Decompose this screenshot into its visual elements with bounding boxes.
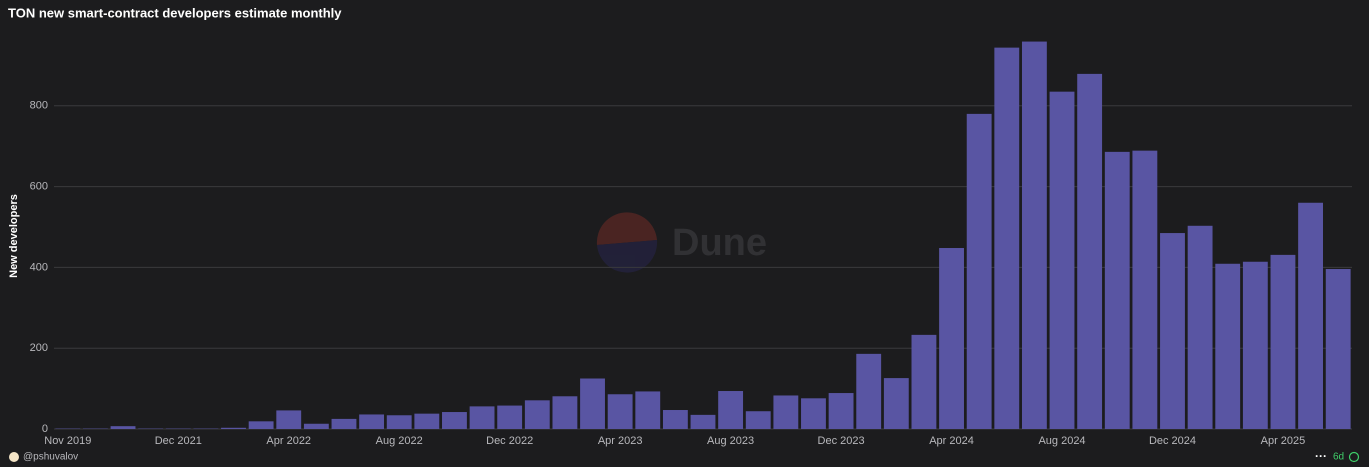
bar bbox=[1160, 233, 1185, 429]
chart-title: TON new smart-contract developers estima… bbox=[8, 5, 342, 20]
y-tick-label: 600 bbox=[30, 181, 48, 193]
bar bbox=[580, 378, 605, 429]
bar bbox=[745, 411, 771, 429]
bar bbox=[1187, 225, 1213, 429]
y-tick-label: 0 bbox=[42, 423, 48, 435]
watermark-text: Dune bbox=[672, 222, 767, 264]
x-tick-label: Dec 2024 bbox=[1149, 435, 1196, 447]
x-tick-label: Apr 2023 bbox=[598, 435, 643, 447]
bar bbox=[110, 426, 136, 429]
x-tick-label: Aug 2024 bbox=[1038, 435, 1085, 447]
x-tick-label: Dec 2021 bbox=[155, 435, 202, 447]
y-tick-label: 800 bbox=[30, 100, 48, 112]
bar bbox=[856, 353, 882, 429]
x-tick-label: Dec 2022 bbox=[486, 435, 533, 447]
x-tick-label: Apr 2024 bbox=[929, 435, 974, 447]
bar bbox=[773, 395, 799, 429]
bar bbox=[414, 413, 440, 429]
x-tick-label: Dec 2023 bbox=[818, 435, 865, 447]
bar bbox=[662, 410, 688, 429]
bar bbox=[607, 394, 633, 429]
bar bbox=[497, 405, 523, 429]
author-avatar bbox=[9, 452, 19, 462]
y-tick-label: 400 bbox=[30, 261, 48, 273]
x-tick-label: Apr 2025 bbox=[1261, 435, 1306, 447]
bar bbox=[1298, 202, 1324, 429]
bar bbox=[303, 423, 329, 429]
bar bbox=[1132, 150, 1158, 430]
x-tick-label: Aug 2022 bbox=[376, 435, 423, 447]
bar bbox=[1270, 254, 1296, 429]
y-tick-label: 200 bbox=[30, 342, 48, 354]
bar bbox=[635, 391, 661, 429]
bar bbox=[331, 418, 357, 429]
bar bbox=[939, 248, 964, 429]
bar bbox=[1325, 269, 1351, 429]
bar bbox=[1215, 263, 1241, 429]
bar bbox=[248, 421, 274, 429]
watermark-logo-bottom bbox=[597, 240, 658, 273]
author: @pshuvalov bbox=[23, 452, 78, 463]
bar bbox=[966, 113, 992, 429]
x-tick-label: Apr 2022 bbox=[266, 435, 311, 447]
age: 6d bbox=[1333, 452, 1344, 463]
bar bbox=[801, 398, 826, 429]
bar bbox=[883, 378, 909, 429]
bar bbox=[1021, 41, 1047, 430]
bar bbox=[386, 415, 412, 429]
bar bbox=[1242, 261, 1268, 429]
bar bbox=[718, 391, 744, 429]
watermark-logo-top bbox=[596, 212, 657, 245]
bar bbox=[1077, 73, 1103, 429]
menu-icon[interactable]: ··· bbox=[1315, 449, 1327, 463]
status-icon bbox=[1348, 451, 1360, 463]
bar bbox=[524, 400, 550, 429]
x-tick-label: Nov 2019 bbox=[44, 435, 91, 447]
bar bbox=[994, 47, 1020, 430]
y-axis-label: New developers bbox=[8, 194, 20, 278]
watermark: Dune bbox=[596, 212, 767, 273]
bar bbox=[911, 334, 937, 429]
plot: 0 200 400 600 800 Nov 2019 Dec 2021 Apr 2022 Aug… bbox=[30, 41, 1352, 447]
bar bbox=[442, 412, 467, 429]
bar bbox=[469, 406, 495, 429]
x-tick-label: Aug 2023 bbox=[707, 435, 754, 447]
bar bbox=[552, 396, 578, 429]
bar bbox=[690, 414, 716, 429]
bar bbox=[221, 427, 246, 429]
bar bbox=[359, 414, 385, 429]
bar bbox=[828, 393, 854, 429]
bar bbox=[1104, 151, 1130, 429]
bar bbox=[276, 410, 302, 429]
bar bbox=[1049, 91, 1075, 429]
